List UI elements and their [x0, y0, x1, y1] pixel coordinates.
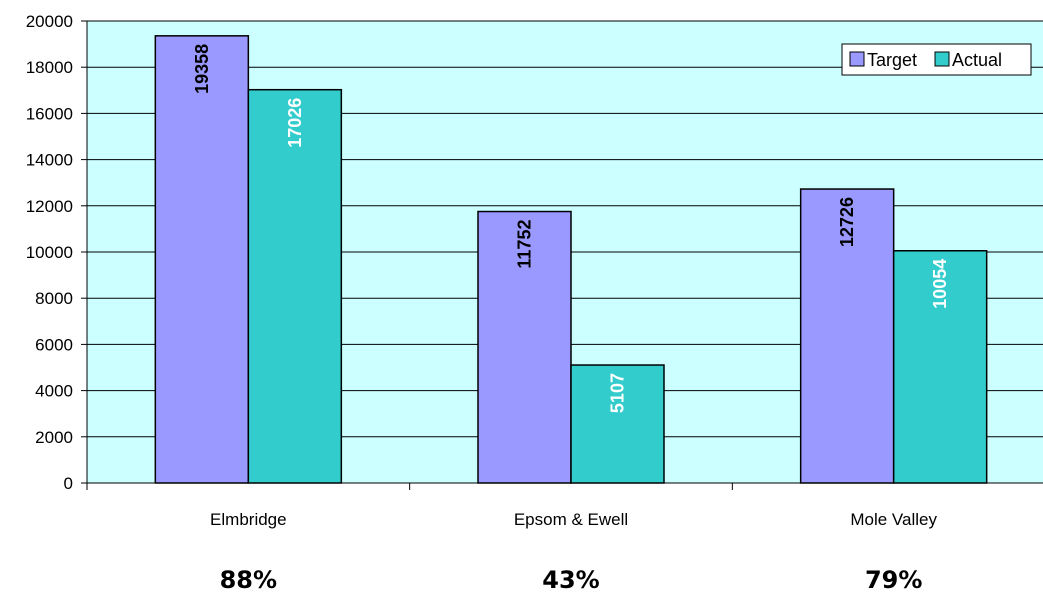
percentage-label: 79% — [865, 566, 922, 593]
legend-swatch-target — [849, 51, 865, 67]
legend-label-target: Target — [867, 50, 917, 70]
y-axis-ticks: 0 2000 4000 6000 8000 10000 12000 14000 16000 180… — [26, 12, 87, 493]
data-label: 10054 — [930, 259, 950, 309]
bar-actual — [247, 88, 343, 484]
y-tick-label: 0 — [64, 474, 73, 493]
y-tick-label: 12000 — [26, 197, 73, 216]
y-tick-label: 14000 — [26, 151, 73, 170]
x-axis-ticks: Elmbridge Epsom & Ewell Mole Valley — [86, 483, 937, 529]
y-tick-label: 20000 — [26, 12, 73, 31]
bar-target — [799, 188, 895, 484]
x-tick-label: Elmbridge — [210, 510, 287, 529]
legend-label-actual: Actual — [952, 50, 1002, 70]
percentage-label: 43% — [542, 566, 599, 593]
data-label: 12726 — [837, 197, 857, 247]
legend-swatch-actual — [934, 51, 950, 67]
y-tick-label: 10000 — [26, 243, 73, 262]
bars — [154, 35, 988, 484]
y-tick-label: 18000 — [26, 58, 73, 77]
percentage-row: 88% 43% 79% — [220, 566, 923, 593]
percentage-label: 88% — [220, 566, 277, 593]
bar-target — [477, 210, 572, 484]
y-tick-label: 16000 — [26, 104, 73, 123]
data-label: 17026 — [285, 98, 305, 148]
data-label: 19358 — [192, 44, 212, 94]
data-label: 11752 — [515, 220, 535, 269]
x-tick-label: Epsom & Ewell — [514, 510, 628, 529]
y-tick-label: 4000 — [35, 382, 73, 401]
y-tick-label: 8000 — [35, 289, 73, 308]
data-label: 5107 — [608, 373, 628, 413]
y-tick-label: 2000 — [35, 428, 73, 447]
y-tick-label: 6000 — [35, 335, 73, 354]
data-labels: 19358 17026 11752 5107 12726 10054 — [192, 44, 950, 413]
legend: Target Actual — [841, 43, 1032, 76]
x-tick-label: Mole Valley — [850, 510, 937, 529]
bar-target — [154, 35, 250, 484]
